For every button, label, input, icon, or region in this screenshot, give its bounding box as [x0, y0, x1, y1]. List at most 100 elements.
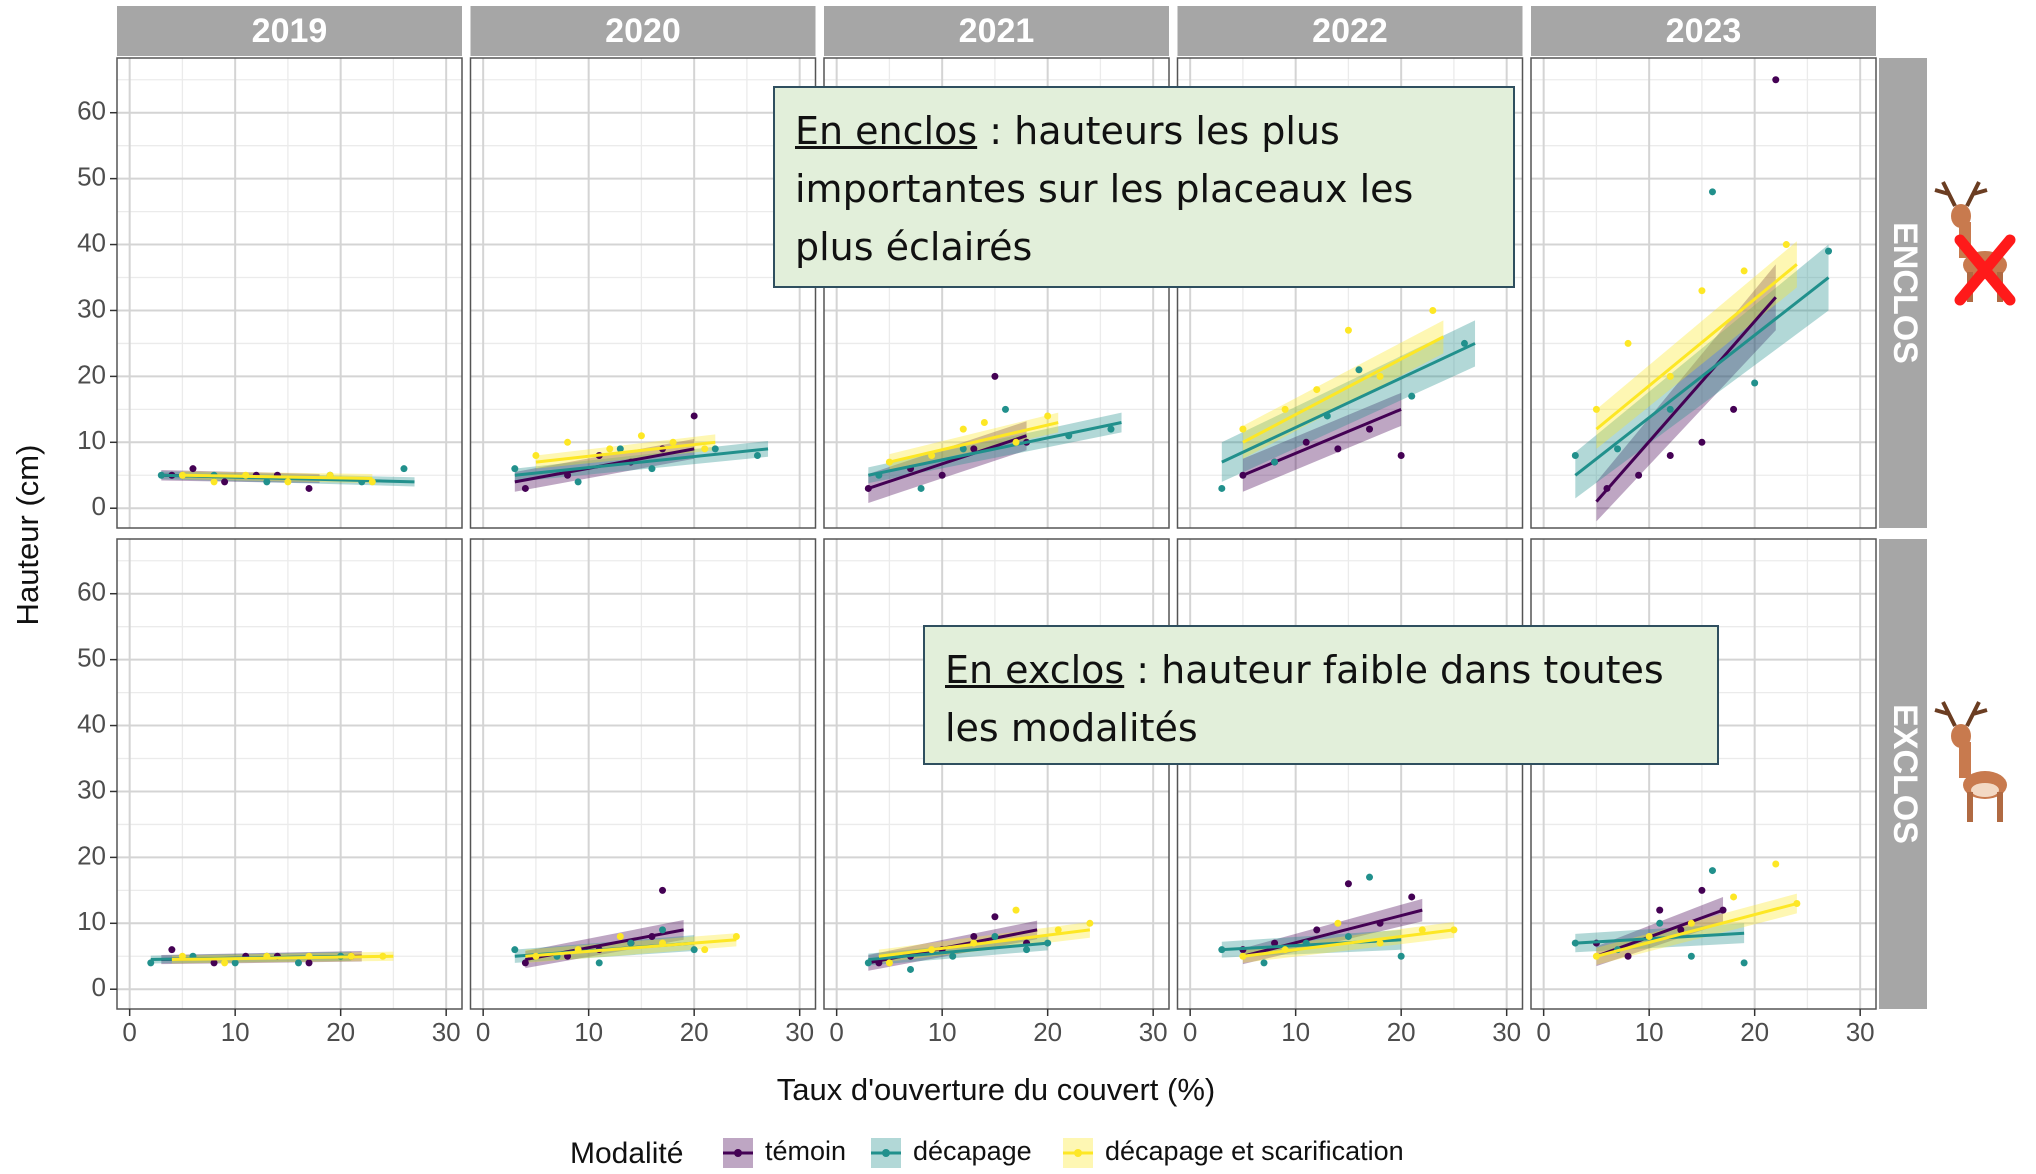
panel-border [469, 57, 817, 529]
point [659, 926, 667, 934]
y-tick-label: 20 [77, 359, 106, 389]
point [147, 959, 155, 967]
panel [1530, 538, 1877, 1010]
point [1366, 873, 1374, 881]
panel-border [469, 538, 817, 1010]
legend-key-point [1074, 1149, 1082, 1157]
fit-line [867, 434, 1028, 490]
point [648, 465, 656, 473]
point [1044, 412, 1052, 420]
point [1740, 959, 1748, 967]
point [701, 946, 709, 954]
point [221, 959, 229, 967]
panel-border [116, 538, 463, 1010]
legend-title: Modalité [570, 1137, 683, 1170]
point [221, 478, 229, 486]
facet-label: EXCLOS [1886, 704, 1924, 844]
facet-label: ENCLOS [1886, 222, 1924, 364]
point [400, 465, 408, 473]
y-tick-label: 0 [92, 972, 106, 1002]
point [864, 959, 872, 967]
y-tick-label: 20 [77, 840, 106, 870]
x-tick-label: 0 [1536, 1017, 1550, 1047]
legend-label: décapage [913, 1136, 1032, 1166]
panel-background [824, 539, 1169, 1009]
point [1635, 471, 1643, 479]
point [1086, 919, 1094, 927]
point [1366, 425, 1374, 433]
legend-key-point [734, 1149, 742, 1157]
point [1313, 926, 1321, 934]
point [1677, 926, 1685, 934]
fit-line [878, 928, 1091, 958]
confidence-band [1596, 264, 1776, 522]
point [1344, 932, 1352, 940]
y-tick-label: 30 [77, 293, 106, 323]
fit-line [1242, 335, 1445, 444]
point [1656, 919, 1664, 927]
facet-label: 2021 [959, 12, 1035, 50]
point [511, 946, 519, 954]
y-tick-label: 40 [77, 708, 106, 738]
panel-border [1176, 57, 1524, 529]
point [1751, 379, 1759, 387]
fit-line [1574, 276, 1830, 477]
panel [1530, 57, 1877, 529]
point [885, 959, 893, 967]
point [1271, 939, 1279, 947]
point [1460, 339, 1468, 347]
point [189, 465, 197, 473]
point [1645, 932, 1653, 940]
x-tick-label: 30 [432, 1017, 461, 1047]
y-axis-label: Hauteur (cm) [10, 445, 45, 626]
panel-border [116, 57, 463, 529]
point [970, 932, 978, 940]
fit-line [1595, 296, 1777, 503]
point [701, 445, 709, 453]
point [1614, 445, 1622, 453]
point [1281, 405, 1289, 413]
point [669, 438, 677, 446]
panel-border [823, 57, 1170, 529]
point [1001, 405, 1009, 413]
point [263, 478, 271, 486]
point [1740, 267, 1748, 275]
fit-line [1242, 407, 1402, 477]
x-tick-label: 30 [785, 1017, 814, 1047]
panel [116, 57, 463, 529]
point [732, 932, 740, 940]
point [938, 471, 946, 479]
deer-icon-crossed [1934, 181, 2016, 306]
facet-strip [470, 6, 816, 56]
point [1624, 952, 1632, 960]
y-tick-label: 60 [77, 577, 106, 607]
panel-border [1530, 538, 1877, 1010]
fit-line [868, 941, 1048, 962]
x-tick-label: 10 [574, 1017, 603, 1047]
point [907, 965, 915, 973]
x-tick-label: 20 [326, 1017, 355, 1047]
point [511, 465, 519, 473]
point [1698, 438, 1706, 446]
point [1730, 893, 1738, 901]
annotation-text: : hauteurs les plus importantes sur les … [795, 109, 1414, 269]
point [1334, 919, 1342, 927]
point [1260, 959, 1268, 967]
point [210, 478, 218, 486]
x-tick-label: 20 [1740, 1017, 1769, 1047]
point [1698, 886, 1706, 894]
point [917, 484, 925, 492]
point [1023, 946, 1031, 954]
x-tick-label: 20 [1033, 1017, 1062, 1047]
panel [469, 538, 817, 1010]
point [1666, 405, 1674, 413]
deer-icon [1934, 701, 2007, 822]
fit-line [182, 473, 373, 481]
facet-label: 2020 [605, 12, 681, 50]
facet-strip [824, 6, 1169, 56]
fit-line [525, 938, 737, 958]
fit-line [535, 440, 716, 464]
point [1592, 405, 1600, 413]
